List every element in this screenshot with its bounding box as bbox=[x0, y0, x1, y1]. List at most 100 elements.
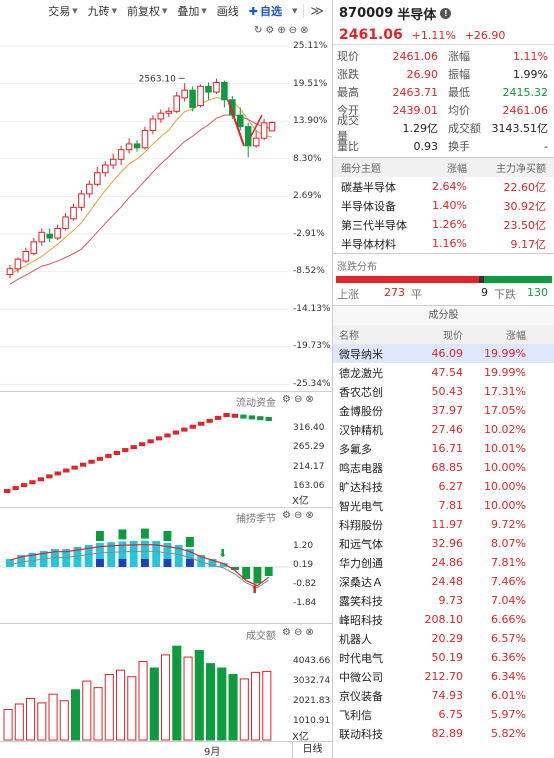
col-change[interactable]: 涨幅 bbox=[447, 164, 467, 175]
constituent-row[interactable]: 多氟多 16.71 10.01% bbox=[333, 439, 554, 458]
col-theme[interactable]: 细分主题 bbox=[341, 164, 381, 175]
stock-name: 鸣志电器 bbox=[339, 461, 383, 475]
theme-net-buy: 22.60亿 bbox=[503, 180, 547, 194]
constituent-row[interactable]: 汉钟精机 27.46 10.02% bbox=[333, 420, 554, 439]
draw-button[interactable]: 画线 bbox=[213, 1, 243, 21]
zoom-out-icon[interactable]: ⊖ bbox=[288, 25, 298, 36]
axis-tick-label: 214.17 bbox=[293, 461, 325, 472]
flow-bar bbox=[147, 439, 154, 444]
sell-signal-arrow: ⬇ bbox=[218, 547, 227, 560]
constituent-row[interactable]: 科翔股份 11.97 9.72% bbox=[333, 515, 554, 534]
settings-icon[interactable]: ⚙ bbox=[265, 25, 275, 36]
stock-price: 82.89 bbox=[431, 727, 464, 740]
volume-bar bbox=[104, 674, 114, 741]
candle-body bbox=[205, 85, 212, 93]
collapse-panel-button[interactable]: ≫ bbox=[310, 3, 324, 19]
constituent-row[interactable]: 德龙激光 47.54 19.99% bbox=[333, 363, 554, 382]
constituent-row[interactable]: 和远气体 32.96 8.07% bbox=[333, 534, 554, 553]
axis-tick-label: -19.73% bbox=[293, 341, 331, 352]
candlestick-chart[interactable]: 2563.10 bbox=[0, 22, 290, 392]
refresh-icon[interactable]: ↻ bbox=[254, 25, 263, 36]
zoom-out-icon[interactable]: ⊖ bbox=[293, 510, 303, 521]
flow-bar bbox=[122, 448, 129, 453]
capital-flow-chart[interactable] bbox=[0, 405, 290, 505]
constituent-row[interactable]: 联动科技 82.89 5.82% bbox=[333, 724, 554, 743]
season-bar bbox=[84, 545, 93, 567]
constituent-row[interactable]: 京仪装备 74.93 6.01% bbox=[333, 686, 554, 705]
col-price[interactable]: 现价 bbox=[443, 331, 463, 342]
close-icon[interactable]: ⊗ bbox=[305, 510, 314, 521]
constituent-row[interactable]: 峰昭科技 208.10 6.66% bbox=[333, 610, 554, 629]
chart-area[interactable]: 交易 ▼ 九砖 ▼ 前复权 ▼ 叠加 ▼ 画线 ✚ 自选 ▼ ≫ ↻ ⚙ ⊕ ⊖ ⊗ 25… bbox=[0, 0, 332, 758]
constituent-row[interactable]: 微导纳米 46.09 19.99% bbox=[333, 344, 554, 363]
close-icon[interactable]: ⊗ bbox=[305, 394, 314, 405]
stock-price: 20.29 bbox=[431, 632, 464, 645]
quote-key: 振幅 bbox=[448, 68, 470, 81]
add-watchlist-button[interactable]: ✚ 自选 bbox=[245, 1, 286, 21]
constituent-row[interactable]: 飞利信 6.75 5.97% bbox=[333, 705, 554, 724]
constituent-row[interactable]: 露笑科技 9.73 7.04% bbox=[333, 591, 554, 610]
constituent-row[interactable]: 旷达科技 6.27 10.00% bbox=[333, 477, 554, 496]
volume-bar bbox=[59, 700, 69, 741]
candle-body bbox=[149, 118, 157, 131]
chevron-down-icon: ▼ bbox=[162, 7, 168, 15]
constituent-row[interactable]: 鸣志电器 68.85 10.00% bbox=[333, 458, 554, 477]
volume-bar bbox=[206, 663, 216, 741]
zoom-in-icon[interactable]: ⊕ bbox=[277, 25, 286, 36]
candle-body bbox=[86, 183, 93, 195]
constituent-row[interactable]: 机器人 20.29 6.57% bbox=[333, 629, 554, 648]
overlay-menu[interactable]: 叠加 ▼ bbox=[173, 1, 210, 21]
quote-header: 870009 半导体 ! 2461.06 +1.11% +26.90 bbox=[333, 0, 554, 44]
axis-tick-label: -8.52% bbox=[293, 266, 325, 277]
close-icon[interactable]: ⊗ bbox=[305, 627, 314, 638]
quote-value: 2463.71 bbox=[392, 85, 439, 99]
axis-tick-label: 0.19 bbox=[293, 560, 314, 570]
add-watchlist-dropdown[interactable]: ▼ bbox=[288, 5, 301, 17]
season-bar bbox=[231, 567, 239, 570]
sub-theme-row[interactable]: 半导体材料 1.16% 9.17亿 bbox=[333, 234, 554, 253]
season-indicator-chart[interactable]: ⬇⬆ bbox=[0, 521, 290, 621]
trade-menu[interactable]: 交易 ▼ bbox=[44, 1, 81, 21]
jiuzhuan-menu[interactable]: 九砖 ▼ bbox=[84, 1, 121, 21]
col-net-buy[interactable]: 主力净买额 bbox=[496, 164, 546, 175]
volume-bar bbox=[71, 689, 81, 741]
restore-label: 前复权 bbox=[127, 5, 160, 18]
flow-bar bbox=[181, 427, 188, 432]
constituent-row[interactable]: 金博股份 37.97 17.05% bbox=[333, 401, 554, 420]
stock-name: 德龙激光 bbox=[339, 366, 383, 380]
stock-change: 10.00% bbox=[484, 499, 526, 512]
constituent-row[interactable]: 深桑达Ａ 24.48 7.46% bbox=[333, 572, 554, 591]
stock-change: 10.01% bbox=[484, 442, 526, 455]
constituent-row[interactable]: 中微公司 212.70 6.34% bbox=[333, 667, 554, 686]
constituent-row[interactable]: 香农芯创 50.43 17.31% bbox=[333, 382, 554, 401]
settings-icon[interactable]: ⚙ bbox=[282, 510, 291, 521]
quote-value: - bbox=[544, 139, 548, 153]
sub-theme-row[interactable]: 碳基半导体 2.64% 22.60亿 bbox=[333, 177, 554, 196]
candle-body bbox=[260, 122, 268, 139]
restore-menu[interactable]: 前复权 ▼ bbox=[123, 1, 171, 21]
constituent-row[interactable]: 华力创通 24.86 7.81% bbox=[333, 553, 554, 572]
distribution-title: 涨跌分布 bbox=[337, 262, 377, 273]
zoom-out-icon[interactable]: ⊖ bbox=[293, 394, 303, 405]
chevron-down-icon: ▼ bbox=[201, 7, 207, 15]
quote-value: 2461.06 bbox=[392, 49, 439, 63]
candle-body bbox=[236, 114, 244, 128]
season-bar-top bbox=[118, 529, 127, 540]
volume-chart[interactable] bbox=[0, 636, 290, 742]
zoom-out-icon[interactable]: ⊖ bbox=[293, 627, 303, 638]
settings-icon[interactable]: ⚙ bbox=[282, 627, 291, 638]
col-name[interactable]: 名称 bbox=[339, 331, 359, 342]
period-selector[interactable]: 日线 bbox=[292, 742, 332, 758]
settings-icon[interactable]: ⚙ bbox=[282, 394, 291, 405]
col-change[interactable]: 涨幅 bbox=[506, 331, 526, 342]
flow-bar bbox=[257, 416, 264, 421]
sub-theme-row[interactable]: 第三代半导体 1.26% 23.50亿 bbox=[333, 215, 554, 234]
constituent-row[interactable]: 智光电气 7.81 10.00% bbox=[333, 496, 554, 515]
info-icon[interactable]: ! bbox=[440, 8, 452, 19]
close-icon[interactable]: ⊗ bbox=[300, 25, 309, 36]
flow-bar bbox=[71, 465, 78, 470]
flow-bar bbox=[139, 442, 146, 447]
constituent-row[interactable]: 时代电气 50.19 6.36% bbox=[333, 648, 554, 667]
up-label: 上涨 bbox=[337, 288, 359, 301]
sub-theme-row[interactable]: 半导体设备 1.40% 30.92亿 bbox=[333, 196, 554, 215]
